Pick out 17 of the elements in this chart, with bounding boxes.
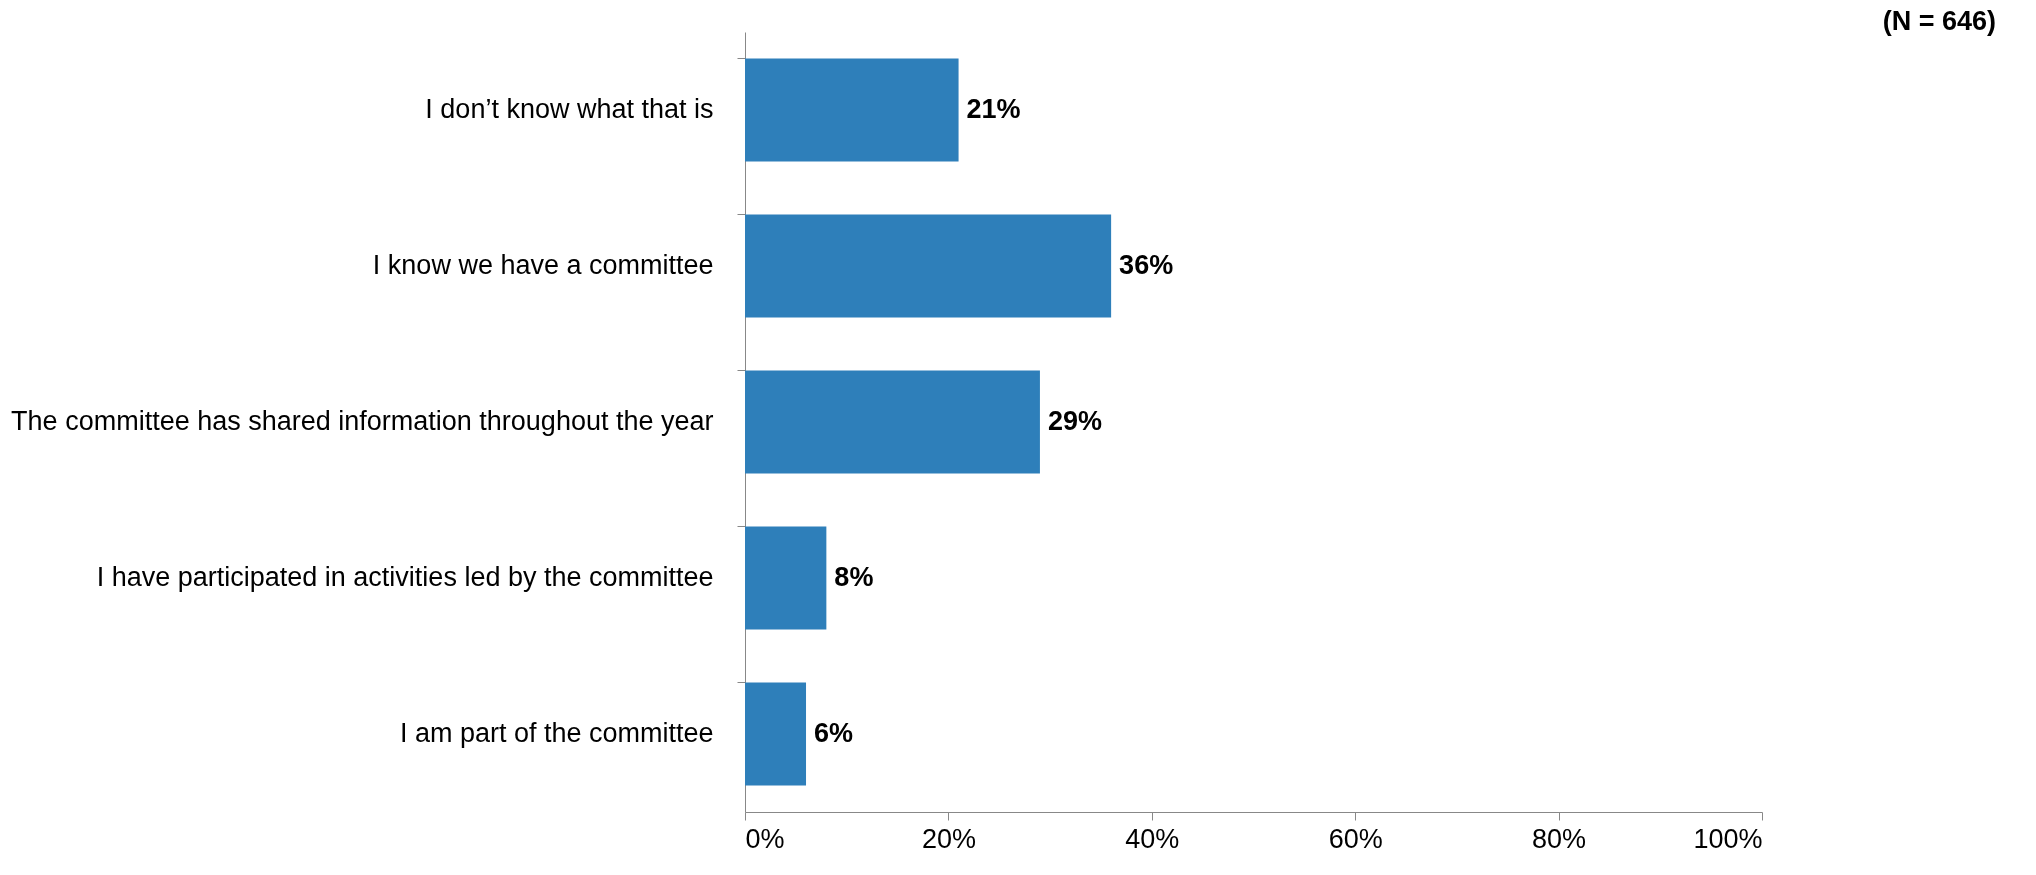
x-tick-label: 0% <box>745 823 785 854</box>
x-tick-label: 100% <box>1693 823 1763 854</box>
data-label: 29% <box>1047 406 1102 436</box>
y-tick-label: I know we have a committee <box>372 250 714 280</box>
x-tick-label: 60% <box>1328 823 1383 854</box>
data-label: 6% <box>814 718 854 748</box>
y-tick-label: I have participated in activities led by the committee <box>96 562 714 592</box>
y-tick-label: I am part of the committee <box>399 718 714 748</box>
y-tick-label: The committee has shared information throughout the year <box>11 406 714 436</box>
data-label: 8% <box>834 562 874 592</box>
x-tick-label: 40% <box>1125 823 1180 854</box>
text: (N = 646) <box>1882 6 1996 37</box>
x-tick-label: 20% <box>921 823 976 854</box>
data-label: 36% <box>1119 250 1174 280</box>
y-tick-label: I don’t know what that is <box>425 94 714 124</box>
x-tick-label: 80% <box>1532 823 1587 854</box>
data-label: 21% <box>966 94 1021 124</box>
